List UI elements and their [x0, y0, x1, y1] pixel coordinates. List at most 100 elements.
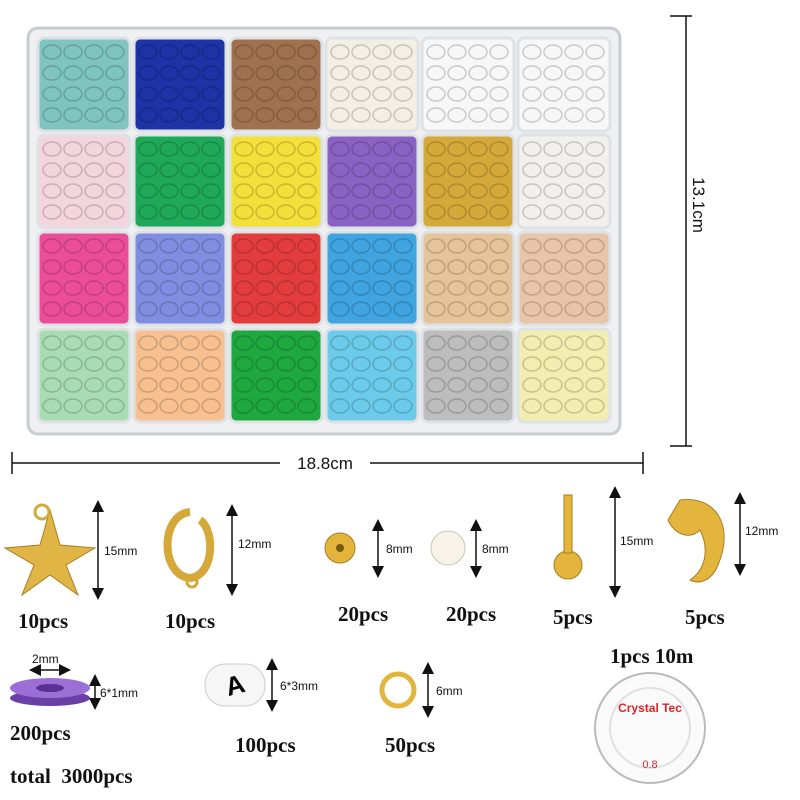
bead	[351, 44, 371, 60]
key-shaft	[563, 494, 573, 554]
bead	[585, 356, 605, 372]
bead	[372, 44, 392, 60]
bead	[138, 259, 158, 275]
bead	[372, 398, 392, 414]
bead	[234, 44, 254, 60]
bead	[585, 107, 605, 123]
bead	[63, 398, 83, 414]
bead	[255, 398, 275, 414]
bead	[234, 204, 254, 220]
hole	[336, 544, 344, 552]
bead	[564, 280, 584, 296]
bead	[447, 398, 467, 414]
bead	[447, 183, 467, 199]
bead	[351, 107, 371, 123]
bead	[297, 398, 317, 414]
bead	[393, 301, 413, 317]
bead	[138, 238, 158, 254]
bead	[330, 280, 350, 296]
bead	[105, 141, 125, 157]
size: 12mm	[238, 537, 271, 551]
compartment	[36, 36, 132, 133]
bead	[489, 141, 509, 157]
bead	[543, 377, 563, 393]
bead	[585, 301, 605, 317]
starfish-charm	[3, 508, 97, 597]
bead	[159, 107, 179, 123]
hole-size: 2mm	[32, 652, 59, 666]
bead	[393, 335, 413, 351]
bead	[543, 162, 563, 178]
bead	[447, 301, 467, 317]
bead	[255, 107, 275, 123]
bead	[234, 162, 254, 178]
bead	[276, 280, 296, 296]
bead	[522, 238, 542, 254]
bead	[426, 238, 446, 254]
bead	[330, 377, 350, 393]
compartment	[516, 230, 612, 327]
letter-bead	[204, 663, 266, 707]
bead	[447, 280, 467, 296]
bead	[276, 259, 296, 275]
count: 10pcs	[18, 609, 68, 633]
bead	[201, 259, 221, 275]
count: 20pcs	[338, 602, 388, 626]
bead	[180, 162, 200, 178]
bead	[84, 301, 104, 317]
bead	[159, 398, 179, 414]
bead	[138, 107, 158, 123]
bead	[330, 356, 350, 372]
bead	[276, 183, 296, 199]
bead	[564, 259, 584, 275]
bead	[63, 107, 83, 123]
bead	[426, 356, 446, 372]
bead	[330, 65, 350, 81]
lobster-clasp	[163, 508, 215, 583]
size: 8mm	[386, 542, 413, 556]
bead	[585, 280, 605, 296]
bead	[84, 141, 104, 157]
bead	[180, 44, 200, 60]
bead	[42, 86, 62, 102]
bead	[63, 162, 83, 178]
bead	[564, 44, 584, 60]
bead	[585, 335, 605, 351]
bead	[426, 65, 446, 81]
bead	[84, 107, 104, 123]
count: 20pcs	[446, 602, 496, 626]
bead	[201, 141, 221, 157]
bead	[489, 44, 509, 60]
bead	[351, 356, 371, 372]
bead	[42, 238, 62, 254]
bead	[63, 238, 83, 254]
bead	[105, 335, 125, 351]
compartment	[420, 36, 516, 133]
bead	[522, 183, 542, 199]
bead	[468, 65, 488, 81]
bead	[180, 356, 200, 372]
bead	[393, 356, 413, 372]
bead	[180, 301, 200, 317]
bead	[426, 204, 446, 220]
bead	[543, 65, 563, 81]
bead	[447, 259, 467, 275]
bead	[468, 107, 488, 123]
bead	[180, 107, 200, 123]
bead	[393, 238, 413, 254]
bead	[255, 356, 275, 372]
bead	[234, 335, 254, 351]
bead	[42, 141, 62, 157]
bead	[159, 259, 179, 275]
bead	[330, 107, 350, 123]
bead	[585, 162, 605, 178]
bead	[159, 301, 179, 317]
bead	[468, 377, 488, 393]
bead	[201, 335, 221, 351]
bead	[330, 335, 350, 351]
bead	[201, 65, 221, 81]
bead	[564, 356, 584, 372]
bead	[84, 204, 104, 220]
bead	[84, 280, 104, 296]
bead	[543, 107, 563, 123]
